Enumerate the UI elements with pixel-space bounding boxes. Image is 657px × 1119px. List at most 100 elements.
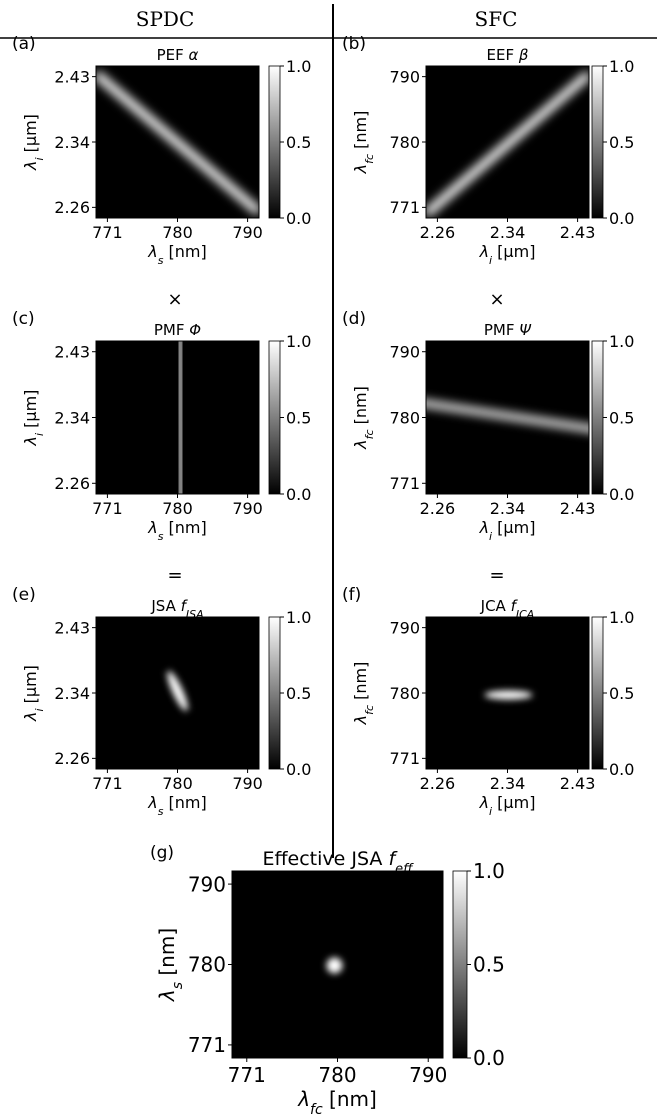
colorbar-tick-label-a: 1.0 <box>286 57 311 76</box>
y-tick-label-f: 771 <box>389 749 420 768</box>
colorbar-tick-label-g: 0.0 <box>473 1046 505 1070</box>
jsa-spot <box>167 670 188 712</box>
x-tick-label-c: 790 <box>232 499 263 518</box>
x-axis-label-b: λi [μm] <box>479 242 536 267</box>
y-tick-label-a: 2.26 <box>54 198 90 217</box>
y-tick-label-e: 2.26 <box>54 749 90 768</box>
panel-title-d: PMF Ψ <box>484 321 532 339</box>
jca-spot <box>484 690 533 700</box>
y-tick-label-g: 790 <box>188 872 226 896</box>
y-tick-label-d: 790 <box>389 342 420 361</box>
times-operator-left: × <box>167 289 182 310</box>
x-tick-label-d: 2.26 <box>420 499 456 518</box>
panel-title-e: JSA fJSA <box>150 597 203 621</box>
y-tick-label-a: 2.43 <box>54 67 90 86</box>
x-tick-label-e: 790 <box>232 774 263 793</box>
colorbar-tick-label-c: 0.5 <box>286 408 311 427</box>
y-tick-label-a: 2.34 <box>54 133 90 152</box>
intensity-map-d <box>426 399 589 433</box>
colorbar-tick-label-c: 1.0 <box>286 332 311 351</box>
x-tick-label-g: 790 <box>409 1063 447 1087</box>
colorbar-tick-label-f: 1.0 <box>609 608 634 627</box>
x-tick-label-b: 2.34 <box>490 223 526 242</box>
y-tick-label-f: 780 <box>389 684 420 703</box>
x-tick-label-g: 771 <box>228 1063 266 1087</box>
panel-e: (e) JSA fJSA 771 780 790 2.43 2.34 2.26 λs [nm] λ… <box>12 585 311 818</box>
panel-title-c: PMF Φ <box>154 321 201 339</box>
y-tick-label-b: 780 <box>389 133 420 152</box>
y-tick-label-b: 771 <box>389 198 420 217</box>
colorbar-tick-label-g: 0.5 <box>473 953 505 977</box>
x-tick-label-g: 780 <box>318 1063 356 1087</box>
panel-g: (g) Effective JSA feff 771 780 790 790 780 771 λ… <box>150 843 505 1118</box>
y-tick-label-d: 780 <box>389 408 420 427</box>
y-tick-label-b: 790 <box>389 67 420 86</box>
x-tick-label-f: 2.43 <box>560 774 596 793</box>
x-axis-label-a: λs [nm] <box>147 242 207 267</box>
colorbar-tick-label-d: 0.5 <box>609 408 634 427</box>
panel-label-c: (c) <box>12 309 35 329</box>
x-tick-label-a: 771 <box>92 223 123 242</box>
x-tick-label-d: 2.43 <box>560 499 596 518</box>
x-tick-label-f: 2.34 <box>490 774 526 793</box>
y-tick-label-d: 771 <box>389 474 420 493</box>
y-axis-label-c: λi [μm] <box>21 390 46 447</box>
colorbar-tick-label-b: 0.5 <box>609 133 634 152</box>
colorbar-tick-label-f: 0.0 <box>609 760 634 779</box>
equals-operator-right: = <box>489 565 504 586</box>
colorbar-f <box>591 616 604 770</box>
effective-jsa-spot <box>326 957 343 974</box>
y-tick-label-g: 771 <box>188 1033 226 1057</box>
panel-label-d: (d) <box>342 309 366 329</box>
y-axis-label-e: λi [μm] <box>21 665 46 722</box>
colorbar-tick-label-g: 1.0 <box>473 859 505 883</box>
equals-operator-left: = <box>167 565 182 586</box>
colorbar-b <box>591 65 604 219</box>
colorbar-tick-label-b: 1.0 <box>609 57 634 76</box>
x-axis-label-d: λi [μm] <box>479 518 536 543</box>
x-tick-label-a: 780 <box>162 223 193 242</box>
pmf-psi-band <box>426 399 589 433</box>
x-tick-label-d: 2.34 <box>490 499 526 518</box>
colorbar-tick-label-e: 1.0 <box>286 608 311 627</box>
panel-label-b: (b) <box>342 34 366 54</box>
header-sfc: SFC <box>475 7 518 31</box>
panel-b: (b) EEF β 2.26 2.34 2.43 790 780 771 λi [μm] λfc … <box>342 34 634 267</box>
colorbar-tick-label-b: 0.0 <box>609 209 634 228</box>
intensity-map-e <box>167 670 188 712</box>
x-tick-label-c: 771 <box>92 499 123 518</box>
panel-a: (a) PEF α 771 780 790 2.43 2.34 2.26 λs [nm] λi [… <box>12 34 311 267</box>
x-tick-label-b: 2.43 <box>560 223 596 242</box>
panel-c: (c) PMF Φ 771 780 790 2.43 2.34 2.26 λs [nm] λi [… <box>12 309 311 543</box>
intensity-map-c <box>176 341 185 494</box>
intensity-map-a <box>96 70 259 216</box>
pmf-phi-band <box>176 341 185 494</box>
colorbar-tick-label-e: 0.0 <box>286 760 311 779</box>
colorbar-d <box>591 340 604 495</box>
panel-title-a: PEF α <box>157 46 199 64</box>
panel-title-b: EEF β <box>487 46 529 64</box>
x-axis-label-f: λi [μm] <box>479 793 536 818</box>
panel-label-a: (a) <box>12 34 36 54</box>
y-axis-label-g: λs [nm] <box>155 928 186 1002</box>
colorbar-tick-label-d: 0.0 <box>609 485 634 504</box>
y-tick-label-e: 2.43 <box>54 618 90 637</box>
intensity-map-b <box>426 70 589 218</box>
colorbar-tick-label-a: 0.0 <box>286 209 311 228</box>
colorbar-tick-label-c: 0.0 <box>286 485 311 504</box>
y-axis-label-b: λfc [nm] <box>351 111 376 175</box>
y-tick-label-c: 2.26 <box>54 474 90 493</box>
y-tick-label-g: 780 <box>188 953 226 977</box>
colorbar-c <box>268 340 281 495</box>
panel-d: (d) PMF Ψ 2.26 2.34 2.43 790 780 771 λi [μm] λfc … <box>342 309 634 543</box>
intensity-map-f <box>484 690 533 700</box>
y-axis-label-f: λfc [nm] <box>351 662 376 726</box>
y-axis-label-d: λfc [nm] <box>351 386 376 450</box>
colorbar-tick-label-e: 0.5 <box>286 684 311 703</box>
intensity-map-g <box>326 957 343 974</box>
y-tick-label-c: 2.43 <box>54 342 90 361</box>
colorbar-tick-label-a: 0.5 <box>286 133 311 152</box>
pef-band <box>96 70 259 216</box>
x-tick-label-e: 780 <box>162 774 193 793</box>
panel-title-g: Effective JSA feff <box>262 848 414 877</box>
